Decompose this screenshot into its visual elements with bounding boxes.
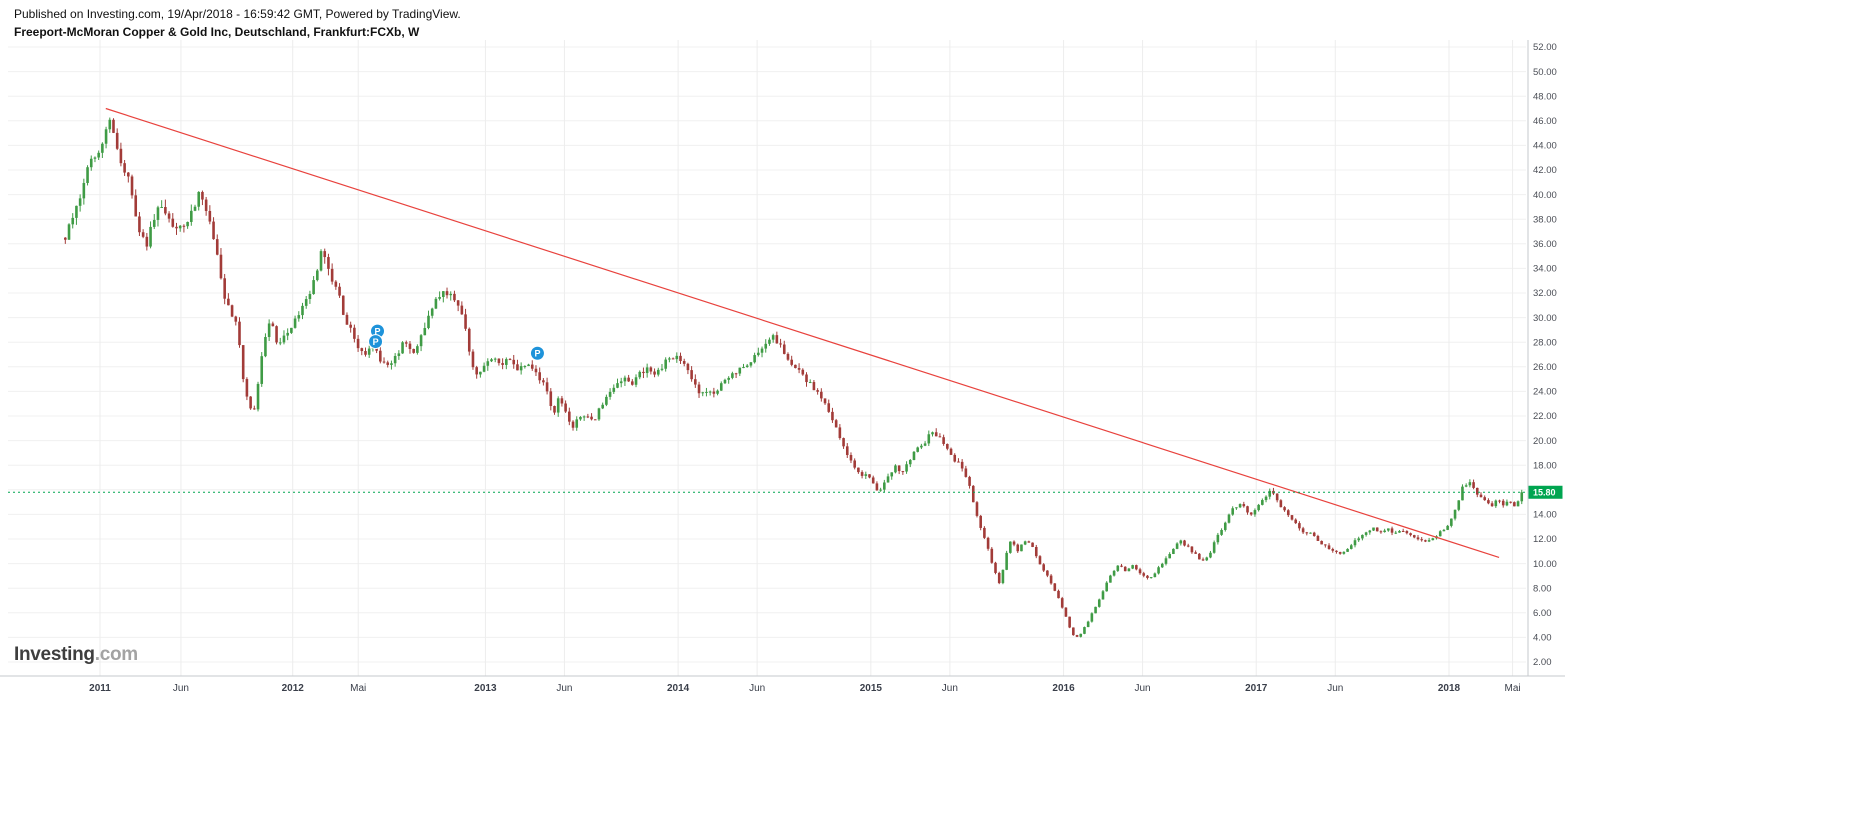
price-axis-label: 38.00 bbox=[1533, 214, 1557, 225]
price-axis-label: 30.00 bbox=[1533, 313, 1557, 324]
price-axis-label: 44.00 bbox=[1533, 141, 1557, 152]
price-axis-label: 4.00 bbox=[1533, 633, 1552, 644]
price-axis-label: 36.00 bbox=[1533, 239, 1557, 250]
price-axis-label: 6.00 bbox=[1533, 608, 1552, 619]
price-axis-label: 18.00 bbox=[1533, 460, 1557, 471]
time-axis-label: 2017 bbox=[1245, 683, 1268, 694]
investing-logo: Investing.com bbox=[14, 644, 138, 666]
time-axis-label: Jun bbox=[749, 683, 765, 694]
price-axis-label: 46.00 bbox=[1533, 116, 1557, 127]
price-axis-label: 20.00 bbox=[1533, 436, 1557, 447]
time-axis-label: Jun bbox=[1327, 683, 1343, 694]
trend-line[interactable] bbox=[105, 107, 1500, 559]
time-axis-label: 2015 bbox=[860, 683, 883, 694]
price-axis-label: 12.00 bbox=[1533, 534, 1557, 545]
price-axis-label: 8.00 bbox=[1533, 583, 1552, 594]
marker-label: P bbox=[534, 348, 540, 358]
price-axis-label: 52.00 bbox=[1533, 42, 1557, 53]
price-axis-label: 50.00 bbox=[1533, 67, 1557, 78]
time-axis[interactable]: 2011 Jun 2012 Mai 2013 Jun 2014 Jun 2015 Jun 2016 J… bbox=[89, 683, 1520, 694]
last-price-tag: 15.80 bbox=[1528, 485, 1563, 499]
time-axis-label: 2012 bbox=[282, 683, 305, 694]
marker-label: P bbox=[373, 337, 379, 347]
position-marker[interactable]: P bbox=[529, 345, 545, 361]
time-axis-label: 2014 bbox=[667, 683, 690, 694]
price-axis-label: 32.00 bbox=[1533, 288, 1557, 299]
price-axis-label: 28.00 bbox=[1533, 337, 1557, 348]
time-axis-label: Jun bbox=[556, 683, 572, 694]
price-axis-label: 24.00 bbox=[1533, 387, 1557, 398]
time-axis-label: Jun bbox=[1134, 683, 1150, 694]
marker-label: P bbox=[374, 326, 380, 336]
price-axis-label: 40.00 bbox=[1533, 190, 1557, 201]
instrument-title: Freeport-McMoran Copper & Gold Inc, Deut… bbox=[14, 25, 420, 39]
price-axis-label: 10.00 bbox=[1533, 559, 1557, 570]
candlestick-series bbox=[64, 117, 1524, 638]
price-axis-label: 34.00 bbox=[1533, 264, 1557, 275]
price-axis-label: 2.00 bbox=[1533, 657, 1552, 668]
price-axis-label: 48.00 bbox=[1533, 91, 1557, 102]
logo-text: Investing bbox=[14, 644, 95, 665]
price-axis-label: 42.00 bbox=[1533, 165, 1557, 176]
price-axis-label: 22.00 bbox=[1533, 411, 1557, 422]
position-marker[interactable]: P bbox=[368, 334, 384, 350]
time-axis-label: 2011 bbox=[89, 683, 111, 694]
time-axis-label: 2016 bbox=[1052, 683, 1075, 694]
time-axis-label: 2018 bbox=[1438, 683, 1461, 694]
last-price-label: 15.80 bbox=[1533, 487, 1556, 497]
price-axis[interactable]: 2.004.006.008.0010.0012.0014.0016.0018.0… bbox=[1533, 42, 1557, 668]
time-axis-label: Mai bbox=[1505, 683, 1521, 694]
time-axis-label: Jun bbox=[173, 683, 189, 694]
published-line: Published on Investing.com, 19/Apr/2018 … bbox=[14, 7, 461, 21]
time-axis-label: Jun bbox=[942, 683, 958, 694]
logo-suffix: .com bbox=[94, 644, 138, 665]
time-axis-label: Mai bbox=[350, 683, 366, 694]
chart-plot-area[interactable] bbox=[8, 40, 1526, 676]
price-axis-label: 26.00 bbox=[1533, 362, 1557, 373]
price-axis-label: 14.00 bbox=[1533, 510, 1557, 521]
time-axis-label: 2013 bbox=[474, 683, 497, 694]
